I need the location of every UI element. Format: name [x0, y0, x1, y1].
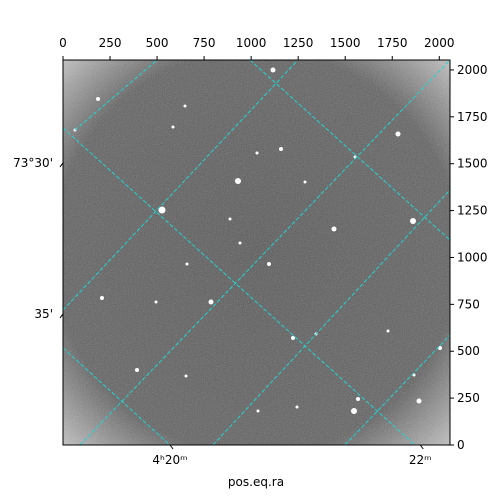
ra-tick	[419, 444, 424, 450]
x-tick-label: 500	[146, 36, 169, 50]
x-tick-label: 250	[99, 36, 122, 50]
y-tick-label: 250	[457, 391, 480, 405]
ra-tick-label: 22ᵐ	[409, 453, 432, 467]
x-tick-label: 2000	[424, 36, 455, 50]
dec-tick-label: 73°30'	[13, 156, 53, 170]
x-tick-label: 750	[193, 36, 216, 50]
x-axis-label: pos.eq.ra	[228, 475, 284, 489]
ra-tick	[169, 444, 174, 450]
x-tick-label: 1250	[283, 36, 314, 50]
dec-tick	[59, 162, 64, 168]
y-tick-label: 1250	[457, 204, 488, 218]
x-tick-label: 1500	[330, 36, 361, 50]
coordinate-grid	[63, 60, 450, 445]
ra-tick-label: 4ʰ20ᵐ	[152, 453, 187, 467]
y-tick-label: 1000	[457, 250, 488, 264]
x-tick-label: 0	[59, 36, 67, 50]
y-tick-label: 0	[457, 438, 465, 452]
y-tick-label: 2000	[457, 63, 488, 77]
sky-image	[63, 60, 450, 445]
dec-tick	[59, 313, 64, 319]
y-tick-label: 1500	[457, 157, 488, 171]
axes-frame	[62, 59, 451, 446]
dec-tick-label: 35'	[34, 307, 53, 321]
y-tick-label: 1750	[457, 110, 488, 124]
y-tick-label: 500	[457, 344, 480, 358]
y-tick-label: 750	[457, 297, 480, 311]
x-tick-label: 1750	[377, 36, 408, 50]
x-tick-label: 1000	[236, 36, 267, 50]
